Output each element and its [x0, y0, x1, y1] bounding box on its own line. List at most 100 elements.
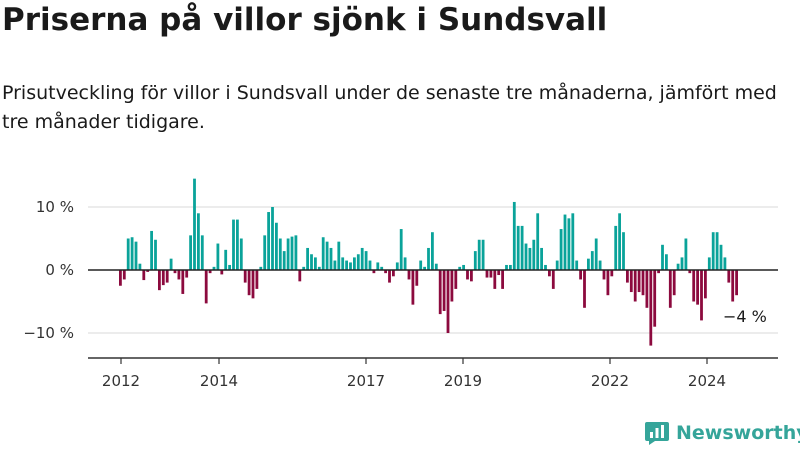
bar — [590, 251, 594, 270]
bar — [150, 230, 153, 270]
bar — [138, 263, 142, 270]
bar — [415, 270, 419, 286]
bar — [317, 266, 321, 270]
bar — [431, 232, 434, 270]
bar — [520, 225, 524, 270]
x-tick-label: 2022 — [591, 372, 629, 390]
bar — [259, 266, 263, 270]
bar — [610, 270, 614, 277]
bar — [134, 241, 138, 270]
x-tick-label: 2014 — [200, 372, 238, 390]
bar — [602, 270, 606, 280]
bar — [438, 270, 442, 315]
bar — [470, 270, 473, 282]
bar — [618, 213, 621, 270]
bar — [345, 260, 348, 270]
bar — [130, 237, 134, 270]
bar — [399, 229, 403, 270]
bar — [236, 219, 239, 270]
bar — [251, 270, 255, 299]
bar — [220, 270, 224, 275]
bar — [622, 232, 625, 270]
bar — [384, 270, 387, 274]
bar — [512, 201, 516, 270]
bar — [165, 270, 169, 283]
chart-subtitle: Prisutveckling för villor i Sundsvall un… — [2, 82, 777, 133]
bar — [228, 264, 231, 270]
bar — [197, 213, 200, 270]
bar — [555, 260, 559, 270]
bar — [263, 235, 267, 270]
bar — [575, 260, 579, 270]
bar — [212, 266, 216, 270]
bar — [563, 214, 567, 270]
bar — [169, 258, 173, 270]
bar — [243, 270, 247, 283]
bar — [450, 270, 454, 302]
bar — [711, 232, 715, 270]
bar — [193, 178, 196, 270]
bar — [579, 270, 582, 280]
bar — [216, 243, 220, 270]
bar — [516, 225, 520, 270]
brand-name: Newsworthy — [676, 422, 800, 444]
bar — [454, 270, 458, 289]
bar — [731, 270, 735, 302]
bar — [185, 270, 189, 278]
bar — [200, 235, 204, 270]
bar — [154, 239, 157, 270]
bar — [434, 263, 438, 270]
bar — [719, 244, 723, 270]
bar — [629, 270, 633, 293]
bar — [341, 257, 345, 270]
bar — [735, 270, 738, 296]
bar — [489, 270, 493, 278]
bar — [540, 247, 543, 270]
bar — [360, 247, 364, 270]
bar — [598, 260, 602, 270]
bar — [181, 270, 185, 294]
bar — [321, 237, 325, 270]
bar — [419, 260, 423, 270]
bar — [298, 270, 302, 282]
bar — [509, 264, 512, 270]
bar — [715, 232, 719, 270]
bar — [314, 257, 317, 270]
bar — [446, 270, 450, 333]
bar — [661, 244, 664, 270]
newsworthy-logo-icon — [645, 422, 669, 445]
bar — [481, 239, 485, 270]
bar — [392, 270, 395, 277]
bars — [119, 178, 738, 346]
bar — [356, 254, 360, 270]
bar — [723, 257, 727, 270]
bar — [364, 251, 368, 270]
bar — [368, 260, 372, 270]
bar — [676, 263, 680, 270]
bar — [594, 238, 598, 270]
newsworthy-brand: Newsworthy — [644, 420, 800, 446]
bar — [567, 218, 571, 270]
bar — [462, 264, 465, 270]
x-axis: 2012 2014 2017 2019 2022 2024 — [88, 357, 778, 390]
bar — [696, 270, 699, 305]
bar — [306, 247, 309, 270]
bar — [692, 270, 696, 302]
bar — [458, 266, 462, 270]
bar — [497, 270, 501, 276]
bar — [571, 213, 575, 270]
bar — [614, 225, 618, 270]
bar — [544, 264, 547, 270]
bar — [208, 270, 212, 274]
y-tick-label: 0 % — [45, 261, 74, 279]
bar — [548, 270, 551, 277]
bar — [337, 241, 341, 270]
chart-title: Priserna på villor sjönk i Sundsvall — [2, 2, 608, 38]
bar — [528, 247, 532, 270]
bar — [247, 270, 251, 296]
bar — [524, 243, 528, 270]
bar — [653, 270, 657, 327]
bar — [700, 270, 703, 321]
bar — [442, 270, 446, 311]
